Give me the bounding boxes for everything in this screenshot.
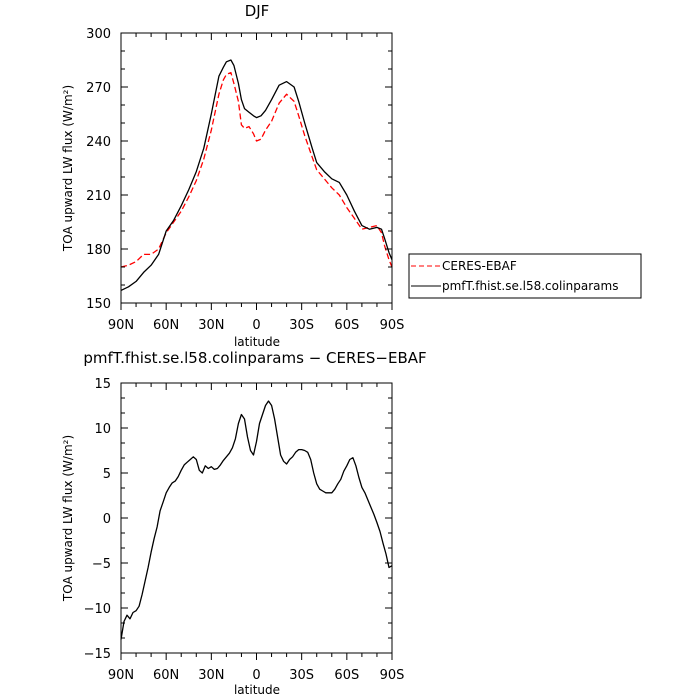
top-y-axis-label: TOA upward LW flux (W/m²) bbox=[61, 85, 75, 252]
bottom-chart-title: pmfT.fhist.se.l58.colinparams − CERES−EB… bbox=[83, 349, 426, 367]
x-tick-label: 90N bbox=[108, 318, 134, 333]
top-series-layer bbox=[120, 59, 393, 291]
bottom-y-axis-label: TOA upward LW flux (W/m²) bbox=[61, 435, 75, 602]
top-series-line-1 bbox=[120, 59, 393, 291]
legend-label-ceres: CERES-EBAF bbox=[442, 259, 517, 273]
legend-label-model: pmfT.fhist.se.l58.colinparams bbox=[442, 279, 618, 293]
y-tick-label: 15 bbox=[94, 377, 111, 392]
y-tick-label: 180 bbox=[86, 243, 111, 258]
top-y-tick-labels: 150 180 210 240 270 300 bbox=[86, 27, 111, 312]
x-tick-label: 90S bbox=[380, 668, 405, 683]
y-tick-label: 150 bbox=[86, 297, 111, 312]
legend: CERES-EBAF pmfT.fhist.se.l58.colinparams bbox=[408, 253, 642, 299]
x-tick-label: 90N bbox=[108, 668, 134, 683]
y-tick-label: 300 bbox=[86, 27, 111, 42]
top-x-tick-labels: 90N 60N 30N 0 30S 60S 90S bbox=[108, 318, 405, 333]
y-tick-label: 210 bbox=[86, 189, 111, 204]
x-tick-label: 60N bbox=[153, 318, 179, 333]
x-tick-label: 0 bbox=[252, 318, 260, 333]
bottom-series-layer bbox=[120, 400, 393, 640]
x-tick-label: 30S bbox=[289, 668, 314, 683]
x-tick-label: 60S bbox=[334, 668, 359, 683]
bottom-plot-frame bbox=[120, 382, 393, 654]
y-tick-label: 10 bbox=[94, 422, 111, 437]
top-series-line-0 bbox=[120, 71, 393, 268]
x-tick-label: 0 bbox=[252, 668, 260, 683]
x-tick-label: 60S bbox=[334, 318, 359, 333]
y-tick-label: −5 bbox=[92, 557, 111, 572]
top-x-axis-label: latitude bbox=[234, 335, 280, 349]
bottom-y-tick-labels: −15 −10 −5 0 5 10 15 bbox=[84, 377, 111, 662]
x-tick-label: 30N bbox=[198, 318, 224, 333]
bottom-x-axis-label: latitude bbox=[234, 683, 280, 697]
y-tick-label: −15 bbox=[84, 647, 111, 662]
x-tick-label: 30N bbox=[198, 668, 224, 683]
y-tick-label: 0 bbox=[103, 512, 111, 527]
bottom-series-line-0 bbox=[120, 400, 393, 640]
x-tick-label: 60N bbox=[153, 668, 179, 683]
y-tick-label: 240 bbox=[86, 135, 111, 150]
y-tick-label: −10 bbox=[84, 602, 111, 617]
top-chart-title: DJF bbox=[245, 2, 270, 20]
x-tick-label: 30S bbox=[289, 318, 314, 333]
bottom-ticks bbox=[120, 382, 393, 660]
y-tick-label: 5 bbox=[103, 467, 111, 482]
y-tick-label: 270 bbox=[86, 81, 111, 96]
bottom-panel: pmfT.fhist.se.l58.colinparams − CERES−EB… bbox=[61, 349, 427, 697]
bottom-x-tick-labels: 90N 60N 30N 0 30S 60S 90S bbox=[108, 668, 405, 683]
top-ticks bbox=[120, 32, 393, 310]
legend-box bbox=[408, 253, 642, 299]
top-plot-frame bbox=[120, 32, 393, 304]
x-tick-label: 90S bbox=[380, 318, 405, 333]
